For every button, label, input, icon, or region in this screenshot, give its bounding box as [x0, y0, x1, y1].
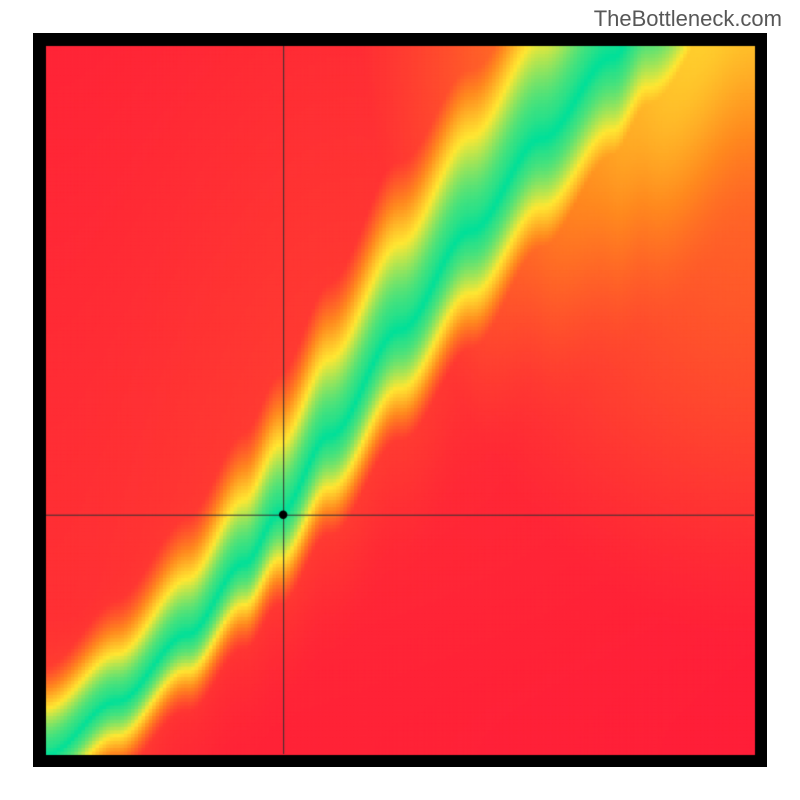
chart-frame — [33, 33, 767, 767]
chart-container: TheBottleneck.com — [0, 0, 800, 800]
watermark-text: TheBottleneck.com — [594, 6, 782, 32]
bottleneck-heatmap-canvas — [33, 33, 767, 767]
